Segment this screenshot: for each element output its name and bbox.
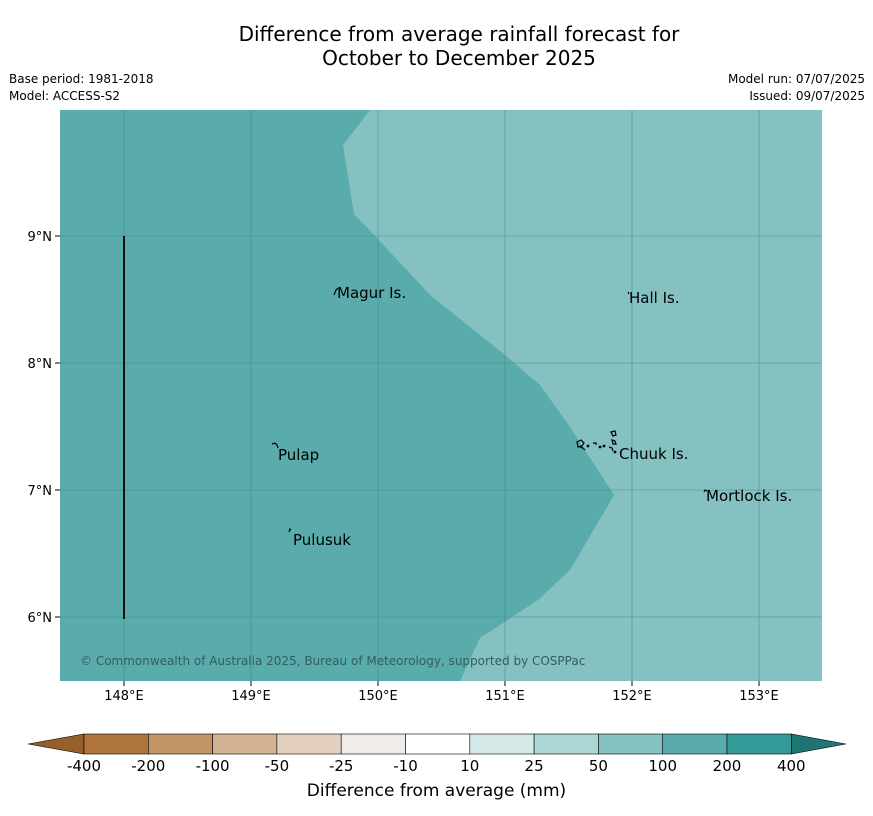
- place-label-magur: Magur Is.: [337, 284, 406, 302]
- colorbar: -400 -200 -100 -50 -25 -10 10 25 50 100 200 400: [27, 733, 847, 775]
- lat-tick-label: 9°N: [28, 230, 53, 245]
- lon-tick-label: 153°E: [739, 689, 779, 704]
- colorbar-tick-label: 25: [525, 757, 544, 775]
- place-label-hall: Hall Is.: [629, 289, 680, 307]
- colorbar-tick-label: 100: [648, 757, 677, 775]
- colorbar-segment: [726, 733, 792, 755]
- island-mortlock: [703, 489, 708, 493]
- colorbar-label: Difference from average (mm): [306, 781, 567, 801]
- meta-left: Base period: 1981-2018 Model: ACCESS-S2: [9, 71, 154, 105]
- lon-tick-label: 151°E: [485, 689, 525, 704]
- meta-right: Model run: 07/07/2025 Issued: 09/07/2025: [728, 71, 865, 105]
- colorbar-extend-high: [790, 733, 847, 755]
- colorbar-segment: [340, 733, 406, 755]
- colorbar-tick-label: 10: [460, 757, 479, 775]
- issued-date: Issued: 09/07/2025: [749, 89, 865, 103]
- colorbar-segment: [533, 733, 599, 755]
- chuuk-lagoon: [576, 430, 617, 454]
- chart-title: Difference from average rainfall forecas…: [0, 22, 873, 70]
- island-magur: [333, 287, 339, 296]
- lon-tick-label: 148°E: [104, 689, 144, 704]
- place-label-pulusuk: Pulusuk: [293, 531, 351, 549]
- island-pulap: [271, 442, 279, 449]
- title-line-1: Difference from average rainfall forecas…: [238, 22, 680, 46]
- colorbar-tick-label: -10: [393, 757, 418, 775]
- lon-axis: 148°E 149°E 150°E 151°E 152°E 153°E: [104, 681, 779, 704]
- lon-tick-label: 149°E: [231, 689, 271, 704]
- colorbar-segment: [405, 733, 471, 755]
- place-label-pulap: Pulap: [278, 446, 319, 464]
- place-label-mortlock: Mortlock Is.: [706, 487, 792, 505]
- colorbar-segment: [148, 733, 213, 755]
- colorbar-tick-label: 50: [589, 757, 608, 775]
- model-run: Model run: 07/07/2025: [727, 72, 865, 86]
- colorbar-tick-label: 400: [777, 757, 806, 775]
- colorbar-extend-low: [27, 733, 85, 755]
- colorbar-tick-label: -400: [67, 757, 101, 775]
- colorbar-tick-label: -100: [196, 757, 230, 775]
- colorbar-segment: [662, 733, 728, 755]
- colorbar-segment: [83, 733, 149, 755]
- lat-tick-label: 8°N: [28, 357, 53, 372]
- island-hall: [627, 291, 630, 295]
- copyright-text: © Commonwealth of Australia 2025, Bureau…: [80, 654, 585, 668]
- title-line-2: October to December 2025: [322, 46, 596, 70]
- model-name: Model: ACCESS-S2: [9, 89, 121, 103]
- colorbar-tick-label: -25: [329, 757, 354, 775]
- place-label-chuuk: Chuuk Is.: [619, 445, 688, 463]
- colorbar-segment: [598, 733, 664, 755]
- base-period: Base period: 1981-2018: [9, 72, 154, 86]
- colorbar-segment: [212, 733, 278, 755]
- lat-tick-label: 7°N: [28, 484, 53, 499]
- lon-tick-label: 152°E: [612, 689, 652, 704]
- colorbar-segment: [276, 733, 342, 755]
- colorbar-tick-label: 200: [713, 757, 742, 775]
- colorbar-tick-label: -200: [131, 757, 165, 775]
- colorbar-segment: [469, 733, 535, 755]
- island-pulusuk: [288, 527, 292, 533]
- map-band-50-100: [343, 110, 822, 681]
- island-outlines: [271, 287, 708, 533]
- lat-axis: 9°N 8°N 7°N 6°N: [28, 230, 60, 626]
- lon-tick-label: 150°E: [358, 689, 398, 704]
- lat-tick-label: 6°N: [28, 611, 53, 626]
- colorbar-tick-label: -50: [265, 757, 290, 775]
